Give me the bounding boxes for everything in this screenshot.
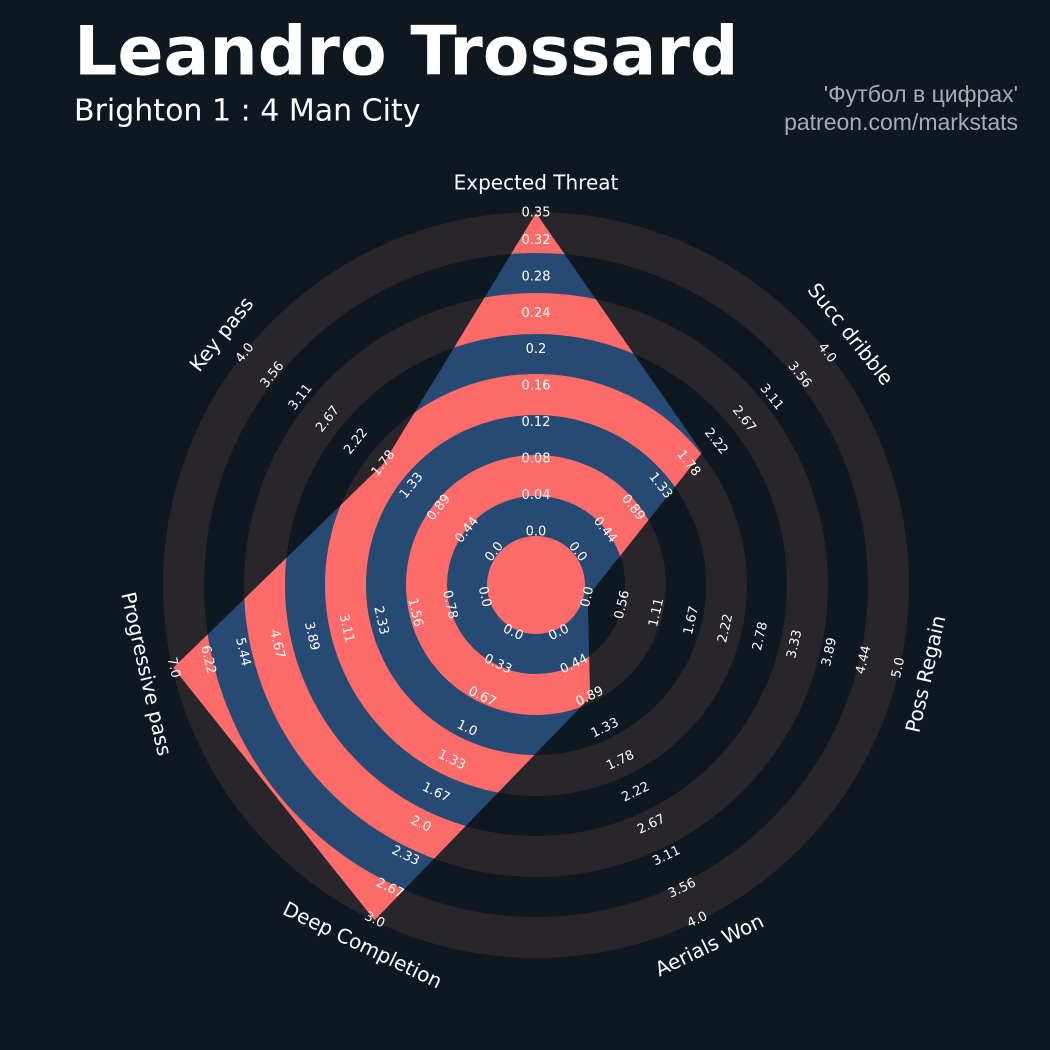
- tick-label: 6.22: [197, 644, 218, 676]
- center-circle: [487, 536, 585, 634]
- tick-label: 0.32: [522, 233, 551, 248]
- tick-label: 1.67: [681, 605, 702, 637]
- tick-label: 4.44: [853, 644, 874, 676]
- credit: 'Футбол в цифрах': [824, 81, 1018, 107]
- tick-label: 0.28: [522, 269, 551, 284]
- tick-label: 0.0: [578, 585, 597, 609]
- tick-label: 0.04: [522, 488, 551, 503]
- tick-label: 2.22: [715, 613, 736, 645]
- tick-label: 4.67: [266, 628, 287, 660]
- chart-title: Leandro Trossard: [74, 13, 739, 92]
- tick-label: 0.56: [612, 589, 633, 621]
- chart-subtitle: Brighton 1 : 4 Man City: [74, 94, 420, 129]
- tick-label: 0.0: [526, 525, 547, 540]
- tick-label: 0.08: [522, 452, 551, 467]
- tick-label: 2.33: [370, 605, 391, 637]
- tick-label: 0.12: [522, 415, 551, 430]
- tick-label: 0.24: [522, 306, 551, 321]
- tick-label: 3.89: [301, 620, 322, 652]
- tick-label: 5.0: [889, 656, 908, 680]
- tick-label: 0.35: [522, 206, 551, 221]
- tick-label: 3.33: [784, 628, 805, 660]
- tick-label: 3.89: [819, 636, 840, 668]
- tick-label: 0.2: [526, 342, 547, 357]
- tick-label: 1.56: [404, 597, 425, 629]
- tick-label: 1.11: [646, 597, 667, 629]
- tick-label: 3.11: [336, 613, 357, 645]
- tick-label: 5.44: [232, 636, 253, 668]
- credit: patreon.com/markstats: [784, 109, 1018, 135]
- tick-label: 7.0: [164, 656, 183, 680]
- tick-label: 2.78: [750, 620, 771, 652]
- param-label: Expected Threat: [454, 171, 619, 195]
- tick-label: 0.0: [475, 585, 494, 609]
- tick-label: 0.16: [522, 379, 551, 394]
- tick-label: 0.78: [439, 589, 460, 621]
